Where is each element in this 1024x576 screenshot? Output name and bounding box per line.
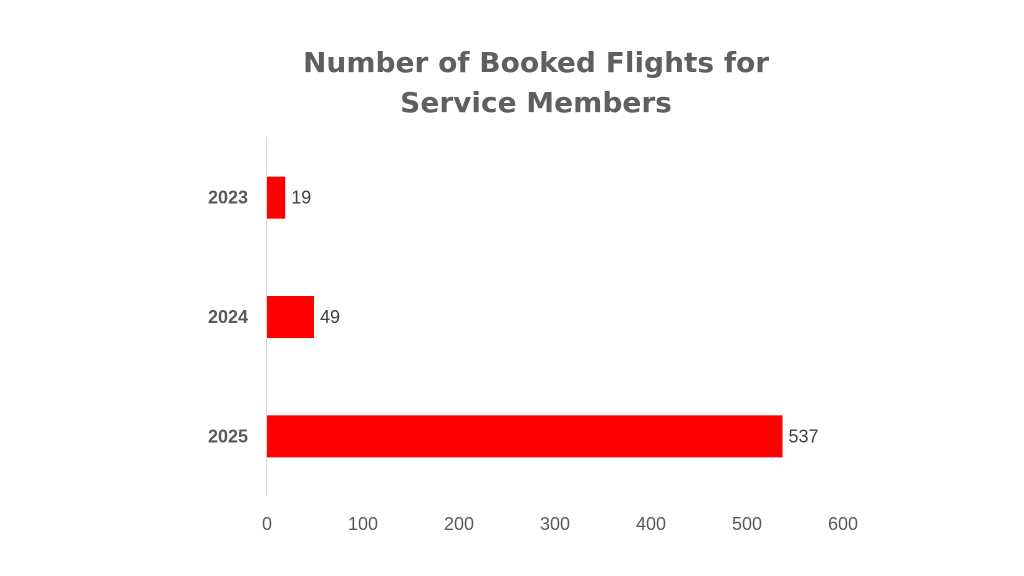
data-label-2025: 537 (789, 426, 819, 446)
data-label-2024: 49 (320, 307, 340, 327)
chart-title-line-2: Service Members (400, 86, 672, 119)
category-labels-group: 2023 2024 2025 (208, 188, 248, 447)
category-label-2025: 2025 (208, 426, 248, 446)
x-tick-label-200: 200 (444, 514, 474, 534)
x-tick-label-0: 0 (262, 514, 272, 534)
data-label-2023: 19 (291, 188, 311, 208)
category-label-2023: 2023 (208, 188, 248, 208)
chart-title-line-1: Number of Booked Flights for (303, 46, 769, 79)
x-tick-label-600: 600 (828, 514, 858, 534)
x-tick-label-400: 400 (636, 514, 666, 534)
x-tick-label-300: 300 (540, 514, 570, 534)
bar-2023 (267, 176, 286, 219)
bars-group (267, 176, 783, 458)
x-tick-label-500: 500 (732, 514, 762, 534)
category-label-2024: 2024 (208, 307, 248, 327)
bar-2025 (267, 415, 783, 458)
data-labels-group: 19 49 537 (291, 188, 818, 447)
x-tick-label-100: 100 (348, 514, 378, 534)
bar-2024 (267, 296, 315, 338)
x-tick-labels-group: 0 100 200 300 400 500 600 (262, 514, 858, 534)
